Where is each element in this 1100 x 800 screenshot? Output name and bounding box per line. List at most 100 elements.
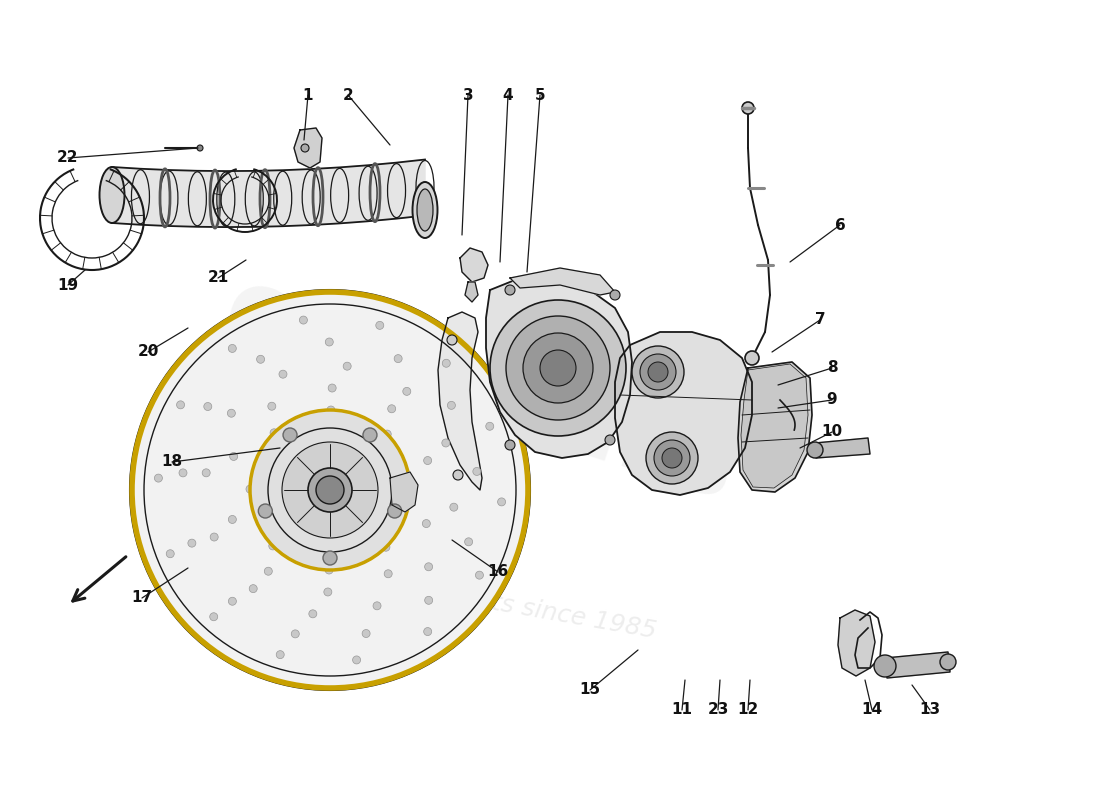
Circle shape (448, 402, 455, 410)
Text: a passion for original parts since 1985: a passion for original parts since 1985 (182, 537, 658, 643)
Ellipse shape (412, 182, 438, 238)
Circle shape (632, 346, 684, 398)
Circle shape (256, 355, 265, 363)
Circle shape (442, 439, 450, 447)
Text: 20: 20 (138, 345, 158, 359)
Circle shape (486, 422, 494, 430)
Circle shape (373, 602, 381, 610)
Text: 4: 4 (503, 87, 514, 102)
Polygon shape (390, 472, 418, 512)
Circle shape (204, 402, 212, 410)
Circle shape (376, 322, 384, 330)
Circle shape (197, 145, 204, 151)
Circle shape (271, 429, 278, 437)
Text: 18: 18 (162, 454, 183, 470)
Circle shape (326, 338, 333, 346)
Text: 15: 15 (580, 682, 601, 698)
Circle shape (406, 487, 414, 495)
Polygon shape (815, 438, 870, 458)
Text: 9: 9 (827, 393, 837, 407)
Circle shape (387, 504, 402, 518)
Circle shape (177, 401, 185, 409)
Polygon shape (738, 362, 812, 492)
Text: 6: 6 (835, 218, 846, 233)
Ellipse shape (417, 189, 433, 231)
Circle shape (279, 370, 287, 378)
Circle shape (268, 542, 277, 550)
Polygon shape (615, 332, 752, 495)
Circle shape (425, 596, 432, 604)
Text: 5: 5 (535, 87, 546, 102)
Ellipse shape (99, 167, 124, 223)
Circle shape (210, 533, 218, 541)
Circle shape (301, 144, 309, 152)
Circle shape (323, 551, 337, 565)
Circle shape (229, 598, 236, 606)
Circle shape (282, 442, 378, 538)
Polygon shape (886, 652, 950, 678)
Polygon shape (838, 610, 875, 676)
Circle shape (490, 300, 626, 436)
Circle shape (807, 442, 823, 458)
Text: 8: 8 (827, 361, 837, 375)
Circle shape (874, 655, 896, 677)
Circle shape (424, 627, 431, 635)
Circle shape (292, 630, 299, 638)
Text: 7: 7 (815, 313, 825, 327)
Circle shape (382, 543, 389, 551)
Circle shape (442, 359, 450, 367)
Circle shape (210, 613, 218, 621)
Circle shape (230, 453, 238, 461)
Text: 21: 21 (208, 270, 229, 286)
Circle shape (308, 468, 352, 512)
Circle shape (662, 448, 682, 468)
Circle shape (179, 469, 187, 477)
Circle shape (229, 345, 236, 353)
Circle shape (464, 538, 473, 546)
Circle shape (264, 567, 273, 575)
Circle shape (742, 102, 754, 114)
Text: 22: 22 (57, 150, 79, 166)
Circle shape (343, 362, 351, 370)
Circle shape (453, 470, 463, 480)
Circle shape (130, 290, 530, 690)
Polygon shape (465, 282, 478, 302)
Polygon shape (486, 278, 632, 458)
Circle shape (250, 585, 257, 593)
Circle shape (228, 410, 235, 418)
Text: 1: 1 (302, 87, 313, 102)
Circle shape (328, 384, 337, 392)
Polygon shape (460, 248, 488, 282)
Text: 2: 2 (342, 87, 353, 102)
Circle shape (166, 550, 174, 558)
Text: 14: 14 (861, 702, 882, 718)
Circle shape (327, 406, 334, 414)
Circle shape (384, 570, 393, 578)
Circle shape (283, 428, 297, 442)
Circle shape (394, 354, 403, 362)
Circle shape (648, 362, 668, 382)
Circle shape (229, 515, 236, 523)
Circle shape (646, 432, 698, 484)
Polygon shape (741, 364, 808, 488)
Circle shape (505, 440, 515, 450)
Circle shape (422, 519, 430, 527)
Circle shape (250, 410, 410, 570)
Circle shape (403, 387, 410, 395)
Text: 11: 11 (671, 702, 693, 718)
Circle shape (276, 650, 284, 658)
Circle shape (425, 562, 432, 570)
Circle shape (258, 504, 273, 518)
Circle shape (363, 428, 377, 442)
Circle shape (745, 351, 759, 365)
Circle shape (475, 571, 483, 579)
Circle shape (202, 469, 210, 477)
Circle shape (497, 498, 506, 506)
Circle shape (505, 285, 515, 295)
Text: 13: 13 (920, 702, 940, 718)
Circle shape (473, 467, 481, 475)
Circle shape (316, 476, 344, 504)
Polygon shape (112, 159, 425, 227)
Text: 12: 12 (737, 702, 759, 718)
Circle shape (323, 588, 332, 596)
